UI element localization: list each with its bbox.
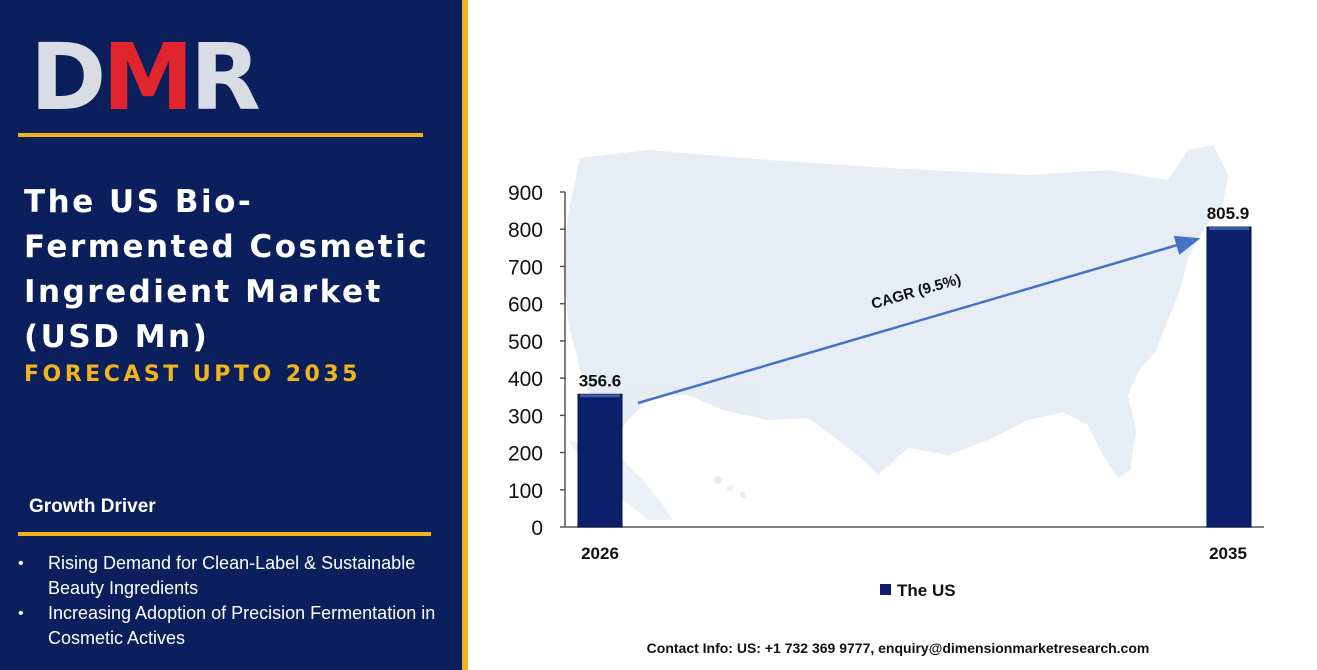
y-tick-label: 400 [508, 368, 543, 391]
y-tick-label: 700 [508, 256, 543, 279]
bar-highlight [1209, 227, 1249, 231]
chart-legend: The US [880, 581, 956, 600]
bar-highlight [580, 394, 620, 398]
y-tick-label: 500 [508, 331, 543, 354]
legend-swatch [880, 584, 891, 595]
x-axis-labels: 2026 2035 [581, 544, 1247, 563]
info-panel: DMR The US Bio-Fermented Cosmetic Ingred… [0, 0, 462, 670]
report-subtitle: FORECAST UPTO 2035 [24, 362, 361, 387]
data-label: 805.9 [1207, 204, 1250, 223]
accent-strip [462, 0, 468, 670]
report-title: The US Bio-Fermented Cosmetic Ingredient… [24, 184, 430, 355]
bullet-icon: • [18, 605, 24, 622]
bars [577, 226, 1252, 528]
y-tick-label: 900 [508, 182, 543, 205]
y-tick-label: 0 [531, 517, 543, 540]
legend-label: The US [897, 581, 956, 600]
contact-info: Contact Info: US: +1 732 369 9777, enqui… [646, 640, 1150, 656]
us-map-background [563, 145, 1228, 520]
growth-driver-heading: Growth Driver [29, 496, 156, 517]
chart-panel: 0 100 200 300 400 500 600 700 800 900 356.6 805.9 … [468, 0, 1317, 670]
y-tick-label: 800 [508, 219, 543, 242]
growth-driver-list: • Rising Demand for Clean-Label & Sustain… [18, 551, 458, 651]
bar-2026 [577, 393, 623, 528]
bar-2035 [1206, 226, 1252, 528]
x-tick-label: 2035 [1209, 544, 1247, 563]
logo-divider [18, 133, 423, 137]
y-tick-label: 200 [508, 443, 543, 466]
growth-driver-item: • Increasing Adoption of Precision Fermen… [18, 603, 436, 648]
y-tick-label: 100 [508, 480, 543, 503]
bullet-icon: • [18, 555, 24, 572]
cagr-arrow [637, 235, 1201, 405]
data-label: 356.6 [579, 371, 622, 390]
y-tick-label: 600 [508, 294, 543, 317]
y-tick-label: 300 [508, 405, 543, 428]
x-tick-label: 2026 [581, 544, 619, 563]
data-labels: 356.6 805.9 [579, 204, 1250, 390]
y-axis-ticks: 0 100 200 300 400 500 600 700 800 900 [508, 182, 565, 540]
growth-driver-divider [18, 532, 431, 536]
growth-driver-item: • Rising Demand for Clean-Label & Sustain… [18, 553, 416, 598]
dmr-logo: DMR [30, 24, 261, 131]
